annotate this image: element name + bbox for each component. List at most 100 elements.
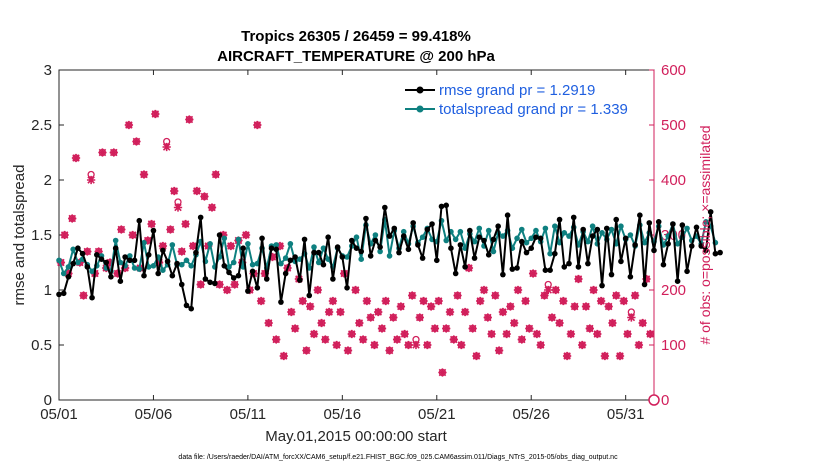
rmse-point: [382, 204, 388, 211]
rmse-point: [462, 264, 468, 270]
rmse-point: [141, 272, 147, 279]
rmse-point: [415, 242, 421, 248]
rmse-point: [679, 222, 686, 228]
rmse-point: [637, 212, 643, 218]
totalspread-point: [207, 241, 213, 247]
obs-assimilated-marker: [438, 368, 447, 377]
y-axis-label: rmse and totalspread: [11, 165, 28, 306]
obs-assimilated-marker: [521, 296, 530, 306]
rmse-point: [188, 305, 195, 312]
totalspread-point: [400, 228, 407, 235]
obs-assimilated-marker: [302, 346, 311, 355]
totalspread-point: [457, 228, 464, 235]
rmse-point: [429, 221, 435, 227]
rmse-point: [212, 280, 218, 287]
obs-assimilated-marker: [381, 296, 390, 306]
rmse-point: [330, 276, 336, 282]
rmse-point: [377, 244, 383, 250]
totalspread-point: [471, 238, 478, 245]
obs-assimilated-marker: [358, 335, 368, 344]
rmse-point: [585, 260, 591, 267]
rmse-point: [344, 285, 350, 291]
obs-assimilated-marker: [230, 280, 239, 289]
obs-assimilated-marker: [309, 329, 319, 339]
obs-assimilated-marker: [472, 351, 481, 361]
rmse-point: [249, 268, 256, 275]
obs-assimilated-marker: [551, 285, 560, 295]
rmse-point: [400, 233, 407, 239]
obs-assimilated-marker: [279, 351, 288, 361]
rmse-point: [207, 279, 213, 286]
obs-assimilated-marker: [578, 340, 587, 350]
obs-assimilated-marker: [94, 247, 103, 256]
totalspread-point: [141, 239, 147, 246]
legend-rmse-label: rmse grand pr = 1.2919: [439, 82, 595, 99]
obs-assimilated-marker: [491, 291, 500, 300]
totalspread-point: [226, 264, 232, 270]
obs-assimilated-marker: [502, 329, 511, 339]
obs-assimilated-marker: [517, 335, 526, 344]
totalspread-point: [65, 264, 72, 270]
totalspread-point: [235, 236, 242, 243]
totalspread-point: [608, 226, 615, 233]
rmse-point: [674, 278, 681, 285]
rmse-point: [89, 294, 95, 301]
totalspread-point: [566, 233, 572, 239]
totalspread-point: [56, 257, 62, 264]
obs-assimilated-marker: [483, 313, 492, 322]
rmse-point: [145, 252, 152, 258]
x-tick-label: 05/11: [230, 406, 266, 423]
obs-assimilated-marker: [528, 269, 538, 278]
y-tick-label: 1: [44, 282, 52, 299]
rmse-point: [419, 255, 426, 261]
totalspread-point: [589, 223, 596, 229]
totalspread-point: [278, 260, 284, 267]
obs-assimilated-marker: [570, 302, 579, 311]
obs-assimilated-marker: [487, 329, 496, 339]
totalspread-point: [518, 226, 525, 233]
totalspread-point: [523, 239, 530, 246]
rmse-point: [688, 243, 695, 249]
obs-assimilated-marker: [298, 296, 307, 306]
rmse-point: [226, 269, 232, 276]
y-tick-label: 2.5: [31, 117, 52, 134]
totalspread-point: [618, 223, 624, 229]
rmse-point: [537, 235, 544, 242]
obs-assimilated-marker: [60, 230, 69, 240]
y-tick-label: 2: [44, 172, 52, 189]
obs-assimilated-marker: [581, 302, 591, 311]
obs-assimilated-marker: [200, 192, 209, 201]
totalspread-point: [287, 241, 294, 247]
rmse-point: [684, 268, 690, 275]
obs-assimilated-marker: [498, 307, 508, 317]
obs-assimilated-marker: [513, 285, 523, 295]
obs-assimilated-marker: [423, 340, 432, 350]
obs-assimilated-marker: [453, 291, 462, 300]
totalspread-point: [386, 253, 393, 259]
obs-assimilated-marker: [374, 307, 383, 317]
x-tick-label: 05/16: [324, 406, 362, 423]
obs-assimilated-marker: [442, 324, 451, 333]
rmse-point: [358, 248, 365, 255]
totalspread-point: [160, 267, 166, 274]
obs-assimilated-marker: [600, 351, 610, 361]
totalspread-point: [249, 261, 256, 268]
rmse-point: [518, 238, 525, 245]
totalspread-point: [674, 241, 681, 247]
y-tick-label: 1.5: [31, 227, 52, 244]
rmse-point: [254, 285, 261, 291]
rmse-point: [216, 232, 223, 238]
rmse-point: [122, 254, 128, 260]
obs-assimilated-marker: [476, 296, 485, 306]
obs-assimilated-marker: [589, 285, 598, 295]
rmse-point: [490, 236, 497, 243]
rmse-point: [632, 242, 638, 248]
rmse-point: [160, 247, 166, 254]
obs-assimilated-marker: [392, 335, 402, 344]
rmse-point: [660, 261, 667, 268]
obs-assimilated-marker: [362, 296, 372, 306]
obs-assimilated-marker: [419, 296, 428, 306]
rmse-point: [655, 219, 662, 225]
rmse-point: [65, 274, 72, 280]
obs-assimilated-marker: [574, 274, 583, 284]
